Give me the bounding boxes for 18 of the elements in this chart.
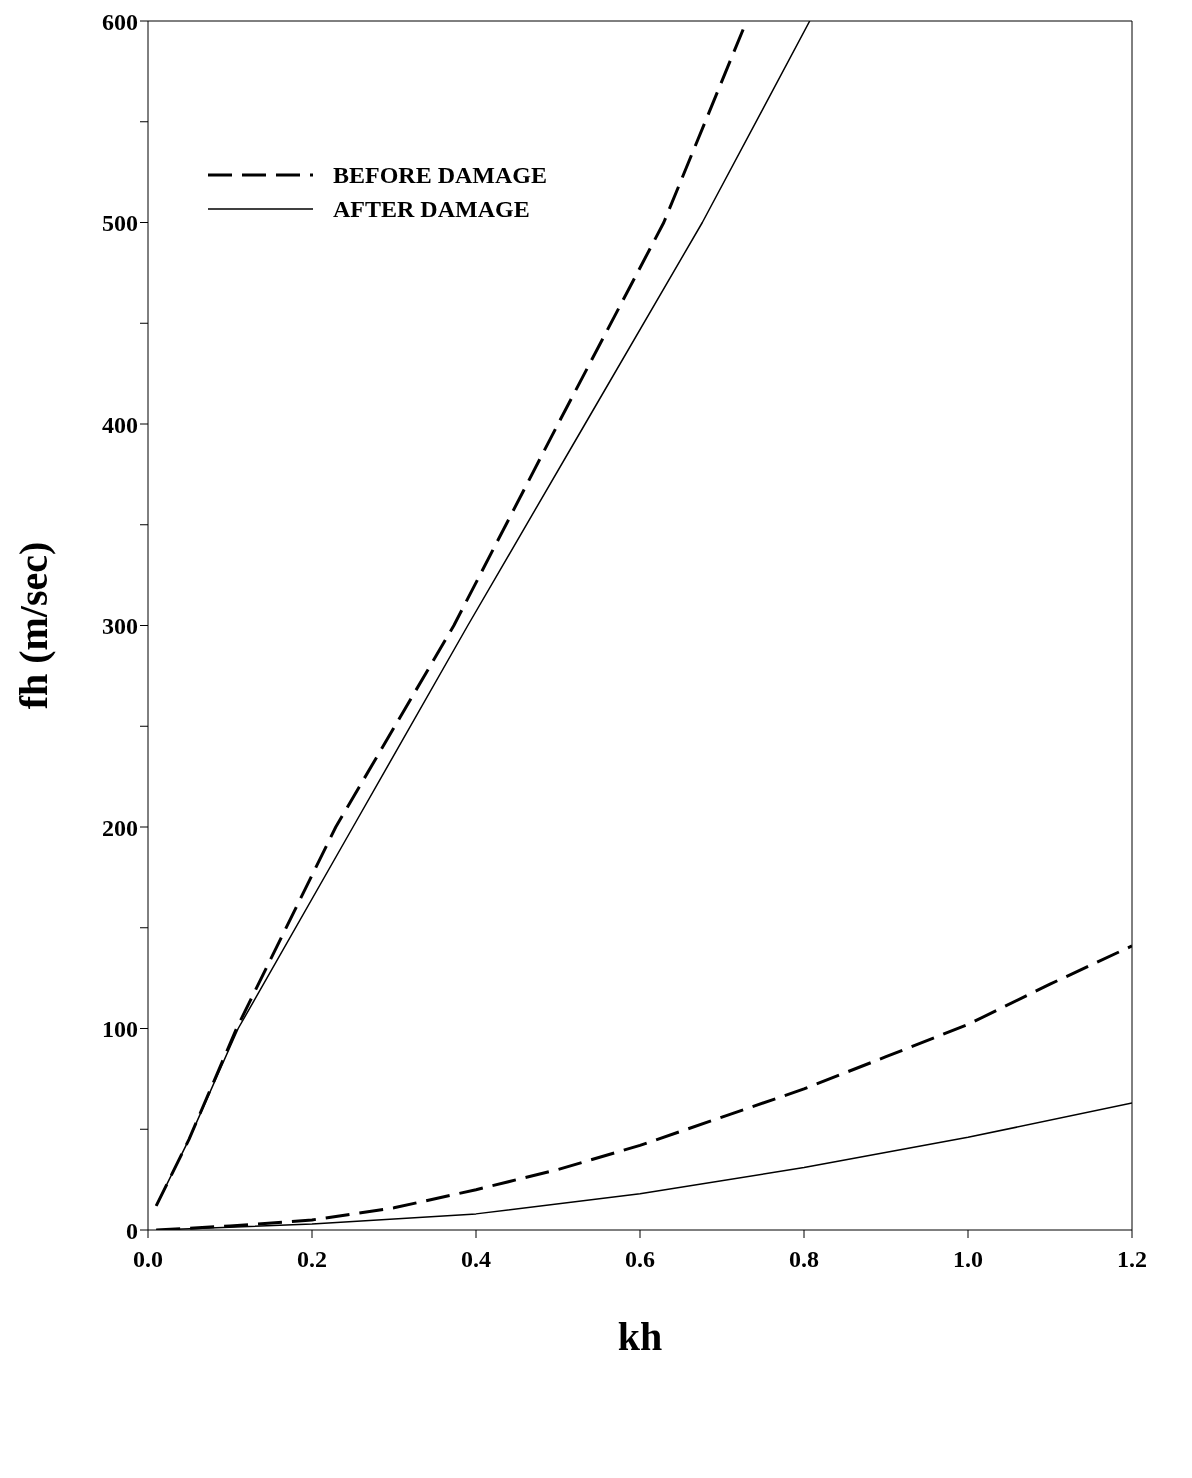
- y-tick-label: 600: [102, 8, 138, 35]
- y-tick-label: 500: [102, 210, 138, 237]
- y-tick-label: 300: [102, 613, 138, 640]
- x-tick-label: 0.6: [625, 1246, 655, 1273]
- x-tick-label: 1.2: [1117, 1246, 1147, 1273]
- y-tick-label: 400: [102, 411, 138, 438]
- y-tick-label: 0: [126, 1217, 138, 1244]
- y-tick-label: 100: [102, 1016, 138, 1043]
- x-tick-label: 0.0: [133, 1246, 163, 1273]
- x-tick-label: 0.4: [461, 1246, 491, 1273]
- y-axis-title: fh (m/sec): [11, 541, 57, 710]
- legend-label: AFTER DAMAGE: [333, 195, 530, 223]
- x-tick-label: 0.2: [297, 1246, 327, 1273]
- x-tick-label: 0.8: [789, 1246, 819, 1273]
- x-axis-title: kh: [617, 1314, 663, 1359]
- x-tick-label: 1.0: [953, 1246, 983, 1273]
- y-tick-label: 200: [102, 814, 138, 841]
- legend-label: BEFORE DAMAGE: [333, 161, 548, 189]
